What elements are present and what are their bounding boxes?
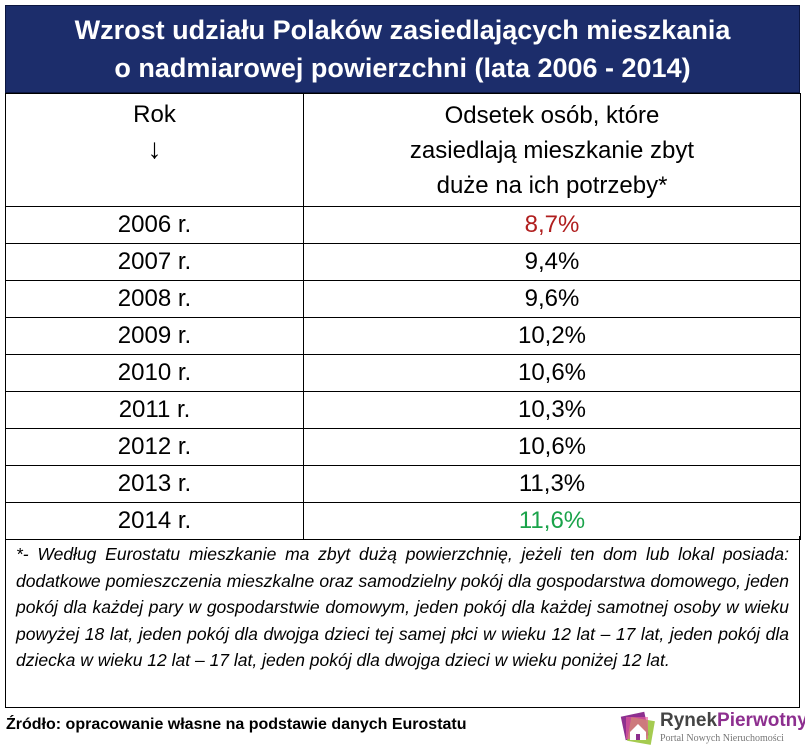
table-title: Wzrost udziału Polaków zasiedlających mi… xyxy=(5,5,800,93)
year-cell: 2013 r. xyxy=(5,465,304,503)
year-cell: 2012 r. xyxy=(5,428,304,466)
header-year: Rok ↓ xyxy=(5,93,304,207)
value-cell: 10,6% xyxy=(303,354,801,392)
source-caption: Źródło: opracowanie własne na podstawie … xyxy=(6,716,467,733)
table-row: 2009 r. 10,2% xyxy=(5,317,801,355)
footnote: *- Według Eurostatu mieszkanie ma zbyt d… xyxy=(5,536,800,708)
header-row: Rok ↓ Odsetek osób, które zasiedlają mie… xyxy=(5,93,801,207)
rynekpierwotny-logo: RynekPierwotny Portal Nowych Nieruchomoś… xyxy=(620,708,805,750)
table-row: 2011 r. 10,3% xyxy=(5,391,801,429)
arrow-down-icon: ↓ xyxy=(147,133,162,164)
house-logo-icon xyxy=(620,711,655,745)
table-row: 2007 r. 9,4% xyxy=(5,243,801,281)
year-cell: 2014 r. xyxy=(5,502,304,540)
table-row: 2010 r. 10,6% xyxy=(5,354,801,392)
value-cell: 10,3% xyxy=(303,391,801,429)
header-year-label: Rok xyxy=(133,101,176,128)
header-value-line-1: Odsetek osób, które xyxy=(444,102,660,129)
value-cell: 9,6% xyxy=(303,280,801,318)
table-row: 2013 r. 11,3% xyxy=(5,465,801,503)
year-cell: 2007 r. xyxy=(5,243,304,281)
header-value: Odsetek osób, które zasiedlają mieszkani… xyxy=(303,93,801,207)
title-line-2: o nadmiarowej powierzchni (lata 2006 - 2… xyxy=(114,53,691,83)
logo-name: RynekPierwotny xyxy=(660,710,805,731)
table-row: 2014 r. 11,6% xyxy=(5,502,801,540)
value-cell: 10,6% xyxy=(303,428,801,466)
title-line-1: Wzrost udziału Polaków zasiedlających mi… xyxy=(74,15,731,45)
year-cell: 2008 r. xyxy=(5,280,304,318)
year-cell: 2011 r. xyxy=(5,391,304,429)
value-cell: 11,3% xyxy=(303,465,801,503)
value-cell-lowest: 8,7% xyxy=(303,206,801,244)
value-cell: 9,4% xyxy=(303,243,801,281)
header-value-line-3: duże na ich potrzeby* xyxy=(436,172,668,199)
table-row: 2012 r. 10,6% xyxy=(5,428,801,466)
year-cell: 2010 r. xyxy=(5,354,304,392)
year-cell: 2006 r. xyxy=(5,206,304,244)
data-table: Rok ↓ Odsetek osób, które zasiedlają mie… xyxy=(5,93,801,540)
header-value-line-2: zasiedlają mieszkanie zbyt xyxy=(409,137,695,164)
value-cell: 10,2% xyxy=(303,317,801,355)
table-row: 2006 r. 8,7% xyxy=(5,206,801,244)
table-row: 2008 r. 9,6% xyxy=(5,280,801,318)
logo-subtitle: Portal Nowych Nieruchomości xyxy=(660,733,784,744)
year-cell: 2009 r. xyxy=(5,317,304,355)
value-cell-highest: 11,6% xyxy=(303,502,801,540)
